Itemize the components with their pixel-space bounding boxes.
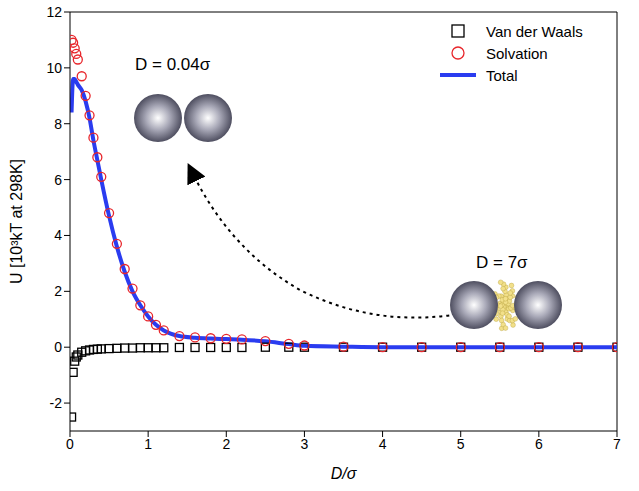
svg-text:3: 3 — [301, 436, 309, 452]
svg-text:2: 2 — [222, 436, 230, 452]
svg-text:U [10³kT at 298K]: U [10³kT at 298K] — [8, 159, 25, 284]
html-text:Solvation: Solvation — [486, 44, 548, 62]
svg-text:6: 6 — [54, 172, 62, 188]
svg-text:4: 4 — [379, 436, 387, 452]
svg-text:2: 2 — [54, 283, 62, 299]
svg-text:5: 5 — [457, 436, 465, 452]
svg-text:D/σ: D/σ — [331, 465, 358, 482]
svg-text:1: 1 — [144, 436, 152, 452]
svg-text:12: 12 — [46, 4, 62, 20]
svg-text:8: 8 — [54, 116, 62, 132]
svg-text:0: 0 — [54, 339, 62, 355]
html-text:Van der Waals: Van der Waals — [486, 22, 583, 40]
svg-text:0: 0 — [66, 436, 74, 452]
svg-text:D = 0.04σ: D = 0.04σ — [135, 55, 211, 74]
svg-text:-2: -2 — [50, 395, 63, 411]
svg-text:7: 7 — [613, 436, 621, 452]
svg-text:D = 7σ: D = 7σ — [476, 253, 528, 272]
svg-text:4: 4 — [54, 227, 62, 243]
html-text:Total: Total — [486, 66, 518, 84]
svg-text:10: 10 — [46, 60, 62, 76]
svg-text:6: 6 — [535, 436, 543, 452]
